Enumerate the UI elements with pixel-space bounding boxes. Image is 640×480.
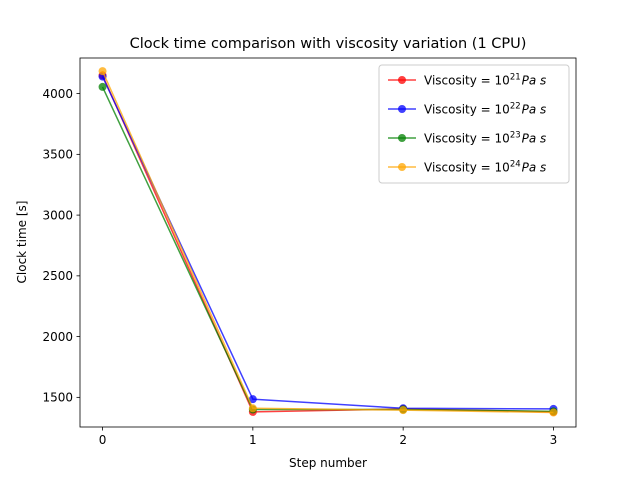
data-point-24-0 (98, 67, 107, 76)
legend-marker (398, 134, 406, 142)
y-tick-label: 4000 (42, 87, 73, 101)
legend-marker (398, 105, 406, 113)
axes-frame (79, 57, 577, 428)
legend-marker (398, 163, 406, 171)
data-point-24-2 (399, 406, 408, 415)
legend-box (378, 64, 570, 184)
x-tick-label: 3 (550, 433, 558, 447)
x-axis-label: Step number (289, 456, 367, 470)
legend-label: Viscosity = 1021Pa s (424, 73, 546, 88)
x-tick-label: 2 (399, 433, 407, 447)
axes: 0 1 2 3 1500 2000 2500 3000 3500 4000 (42, 57, 577, 447)
y-tick-label: 3000 (42, 208, 73, 222)
x-tick-label: 1 (249, 433, 257, 447)
legend-marker (398, 76, 406, 84)
data-point-23-0 (98, 82, 107, 91)
data-point-24-3 (549, 408, 558, 417)
y-tick-label: 2000 (42, 330, 73, 344)
series-24 (98, 67, 558, 417)
legend-label: Viscosity = 1023Pa s (424, 131, 546, 146)
legend-entry-22: Viscosity = 1022Pa s (388, 102, 546, 117)
data-point-22-1 (248, 395, 257, 404)
chart-title: Clock time comparison with viscosity var… (130, 36, 527, 52)
data-point-24-1 (248, 404, 257, 413)
series-line-24 (101, 70, 554, 414)
legend-entry-21: Viscosity = 1021Pa s (388, 73, 546, 88)
plot-area (98, 67, 558, 417)
y-tick-label: 2500 (42, 269, 73, 283)
y-tick-label: 1500 (42, 391, 73, 405)
y-axis-label: Clock time [s] (15, 201, 29, 284)
legend: Viscosity = 1021Pa s Viscosity = 1022Pa s… (378, 64, 570, 184)
y-tick-label: 3500 (42, 148, 73, 162)
legend-entry-24: Viscosity = 1024Pa s (388, 160, 546, 175)
x-tick-label: 0 (99, 433, 107, 447)
legend-label: Viscosity = 1024Pa s (424, 160, 546, 175)
legend-entry-23: Viscosity = 1023Pa s (388, 131, 546, 146)
legend-label: Viscosity = 1022Pa s (424, 102, 546, 117)
